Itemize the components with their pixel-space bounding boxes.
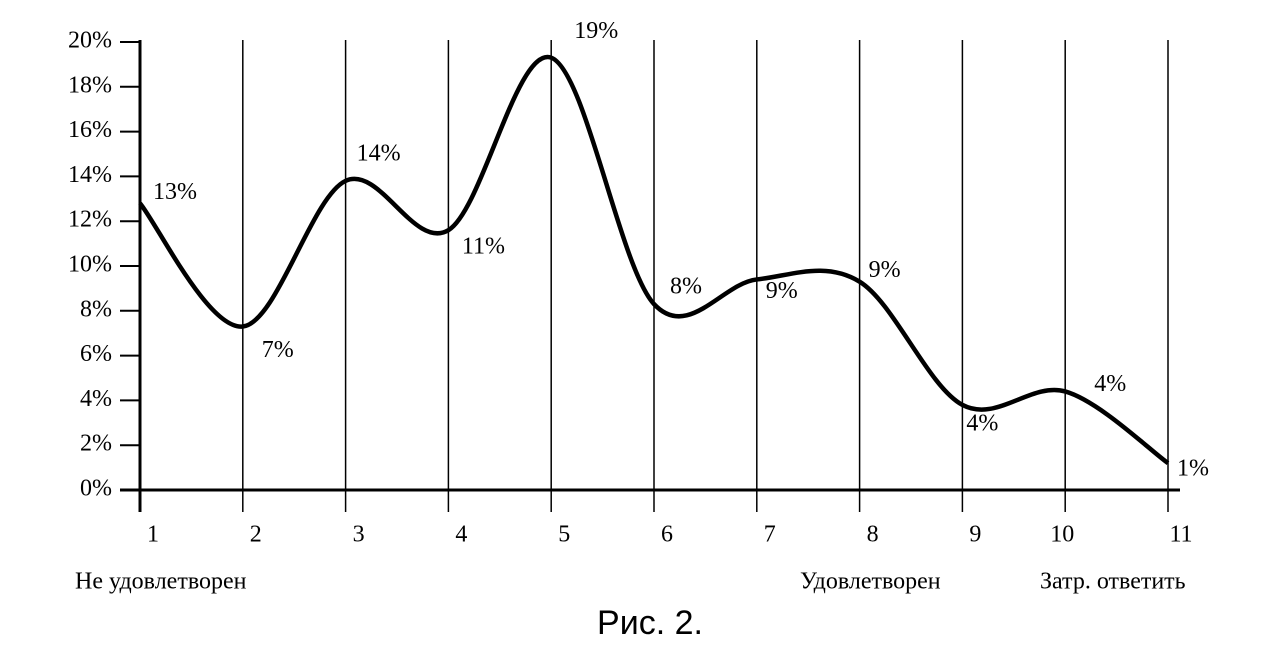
data-label: 9% bbox=[766, 278, 798, 304]
x-tick-label: 3 bbox=[353, 522, 365, 548]
data-label: 13% bbox=[153, 179, 197, 205]
caption: Рис. 2. bbox=[597, 604, 703, 642]
y-tick-label: 6% bbox=[80, 341, 112, 367]
y-tick-label: 0% bbox=[80, 476, 112, 502]
y-tick-label: 8% bbox=[80, 296, 112, 322]
data-label: 7% bbox=[262, 337, 294, 363]
x-tick-label: 4 bbox=[455, 522, 467, 548]
x-tick-label: 9 bbox=[969, 522, 981, 548]
y-tick-label: 16% bbox=[68, 117, 112, 143]
y-tick-label: 12% bbox=[68, 207, 112, 233]
annotation: Не удовлетворен bbox=[75, 569, 247, 595]
data-label: 8% bbox=[670, 274, 702, 300]
data-label: 14% bbox=[357, 140, 401, 166]
y-tick-label: 18% bbox=[68, 72, 112, 98]
data-label: 4% bbox=[966, 410, 998, 436]
data-label: 4% bbox=[1094, 371, 1126, 397]
x-tick-label: 1 bbox=[147, 522, 159, 548]
x-tick-label: 7 bbox=[764, 522, 776, 548]
line bbox=[138, 55, 1170, 465]
annotation: Удовлетворен bbox=[800, 569, 941, 595]
x-tick-label: 10 bbox=[1050, 522, 1074, 548]
y-tick-label: 10% bbox=[68, 252, 112, 278]
x-tick-label: 8 bbox=[867, 522, 879, 548]
data-label: 19% bbox=[574, 18, 618, 44]
y-tick-label: 14% bbox=[68, 162, 112, 188]
y-tick-label: 2% bbox=[80, 431, 112, 457]
x-tick-label: 2 bbox=[250, 522, 262, 548]
y-tick-label: 4% bbox=[80, 386, 112, 412]
data-label: 11% bbox=[462, 234, 505, 260]
x-tick-label: 5 bbox=[558, 522, 570, 548]
x-tick-label: 6 bbox=[661, 522, 673, 548]
y-tick-label: 20% bbox=[68, 28, 112, 54]
data-label: 9% bbox=[869, 257, 901, 283]
x-tick-label: 11 bbox=[1169, 522, 1192, 548]
data-label: 1% bbox=[1177, 456, 1209, 482]
annotation: Затр. ответить bbox=[1040, 569, 1186, 595]
